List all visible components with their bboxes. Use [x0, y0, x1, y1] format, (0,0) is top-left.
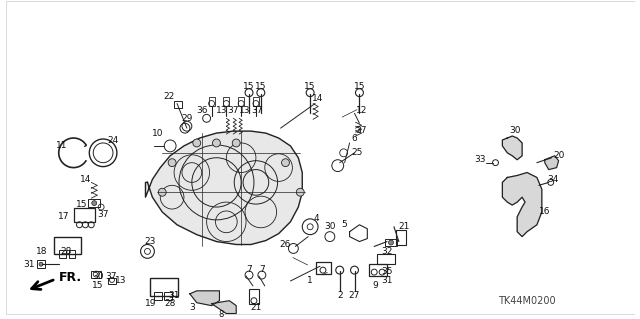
Text: 37: 37 [227, 106, 239, 115]
Bar [68, 250, 76, 258]
Text: 26: 26 [280, 240, 291, 249]
Bar [253, 97, 259, 107]
Text: 19: 19 [145, 299, 156, 308]
Bar [59, 250, 66, 258]
Circle shape [282, 159, 289, 167]
Bar [54, 237, 81, 254]
Text: 2: 2 [337, 291, 342, 300]
Bar [154, 292, 163, 300]
Text: 37: 37 [97, 211, 109, 219]
Text: 8: 8 [219, 310, 224, 319]
Text: 15: 15 [354, 82, 365, 91]
Bar [377, 254, 395, 264]
Bar [108, 278, 116, 284]
Circle shape [193, 139, 201, 147]
Bar [249, 289, 259, 304]
Bar [88, 199, 100, 207]
Text: 31: 31 [381, 277, 393, 286]
Polygon shape [190, 291, 220, 306]
Text: 7: 7 [246, 265, 252, 274]
Text: 6: 6 [351, 134, 357, 143]
Text: 16: 16 [539, 207, 550, 217]
Bar [37, 260, 45, 268]
Bar [164, 292, 172, 300]
Text: 28: 28 [60, 247, 71, 256]
Text: FR.: FR. [59, 271, 82, 284]
Text: 30: 30 [509, 126, 521, 135]
Circle shape [168, 159, 176, 167]
Circle shape [39, 262, 43, 266]
Text: 23: 23 [145, 237, 156, 246]
Text: 31: 31 [168, 291, 180, 300]
Bar [369, 264, 387, 276]
Circle shape [212, 139, 220, 147]
Text: 12: 12 [356, 106, 367, 115]
Bar [174, 100, 182, 108]
Text: 10: 10 [152, 129, 163, 137]
Text: 13: 13 [216, 106, 227, 115]
Text: 30: 30 [324, 222, 335, 231]
Text: 13: 13 [115, 277, 127, 286]
Text: 37: 37 [105, 271, 116, 280]
Text: 15: 15 [255, 82, 267, 91]
Text: 18: 18 [36, 247, 48, 256]
Circle shape [92, 201, 97, 205]
Polygon shape [545, 156, 559, 170]
Text: 20: 20 [553, 151, 564, 160]
Text: 15: 15 [92, 281, 104, 290]
Circle shape [232, 139, 240, 147]
Text: 17: 17 [58, 212, 69, 221]
Text: 30: 30 [92, 271, 104, 280]
Text: 7: 7 [259, 265, 265, 274]
Text: 24: 24 [108, 137, 118, 145]
Text: 25: 25 [352, 148, 363, 157]
Bar [316, 262, 331, 274]
Polygon shape [502, 136, 522, 160]
Text: 21: 21 [250, 303, 262, 312]
Text: 21: 21 [398, 222, 410, 231]
Bar [92, 271, 101, 278]
Bar [238, 97, 244, 107]
Bar [223, 97, 229, 107]
Text: 9: 9 [372, 281, 378, 290]
Text: 32: 32 [381, 247, 393, 256]
Bar [74, 208, 95, 222]
Bar [150, 278, 178, 296]
Text: 27: 27 [349, 291, 360, 300]
Text: 11: 11 [56, 141, 67, 151]
Text: 34: 34 [547, 175, 558, 184]
Polygon shape [145, 131, 302, 244]
Bar [209, 97, 214, 107]
Text: 22: 22 [164, 92, 175, 101]
Text: 33: 33 [474, 155, 486, 164]
Text: 29: 29 [181, 114, 193, 123]
Bar [385, 239, 397, 247]
Text: 14: 14 [312, 94, 324, 103]
Text: 15: 15 [305, 82, 316, 91]
Text: 37: 37 [356, 126, 367, 135]
Text: 36: 36 [196, 106, 207, 115]
Text: 5: 5 [342, 220, 348, 229]
Text: 15: 15 [76, 200, 87, 209]
Text: 31: 31 [24, 260, 35, 269]
Text: 37: 37 [251, 106, 262, 115]
Text: 4: 4 [313, 214, 319, 223]
Bar [396, 230, 406, 244]
Text: 14: 14 [79, 175, 91, 184]
Text: 1: 1 [307, 277, 313, 286]
Text: 3: 3 [189, 303, 195, 312]
Text: TK44M0200: TK44M0200 [498, 296, 556, 306]
Circle shape [158, 188, 166, 196]
Text: 28: 28 [164, 299, 176, 308]
Circle shape [296, 188, 304, 196]
Circle shape [388, 240, 394, 245]
Text: 13: 13 [239, 106, 251, 115]
Text: 15: 15 [243, 82, 255, 91]
Polygon shape [212, 301, 236, 314]
Text: 35: 35 [381, 267, 393, 276]
Polygon shape [502, 173, 542, 237]
